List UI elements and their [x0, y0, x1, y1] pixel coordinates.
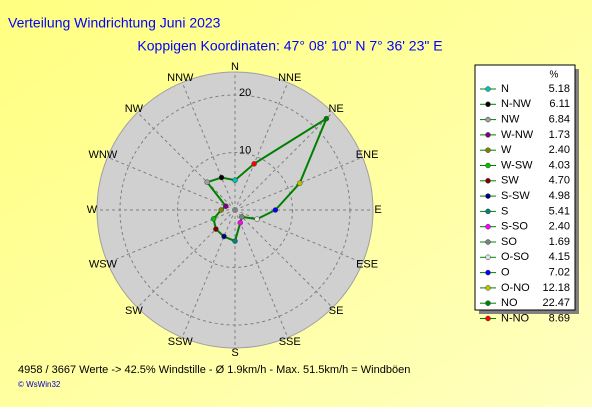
legend-name: W-SW [501, 159, 533, 171]
wind-point [232, 238, 238, 244]
direction-label: SSW [168, 336, 194, 348]
title: Verteilung Windrichtung Juni 2023 [8, 15, 221, 31]
wind-point [323, 115, 330, 122]
legend-name: SW [501, 175, 519, 187]
wind-point [218, 174, 225, 181]
legend-marker [485, 269, 491, 276]
legend-value: 12.18 [542, 282, 570, 294]
r-tick-label: 10 [239, 144, 251, 156]
legend-header: % [550, 70, 559, 81]
legend-name: O-NO [501, 282, 530, 294]
copyright: © WsWin32 [18, 380, 61, 389]
direction-label: SW [125, 305, 143, 317]
spoke [181, 209, 236, 338]
wind-point [254, 216, 260, 222]
direction-label: WNW [89, 149, 118, 161]
wind-point [239, 214, 245, 220]
legend-value: 1.73 [549, 129, 570, 141]
legend-marker [485, 101, 491, 108]
legend-marker [485, 116, 491, 123]
legend-value: 4.70 [549, 175, 570, 187]
legend-value: 4.15 [549, 251, 570, 263]
legend-box [474, 64, 576, 311]
legend-name: SO [501, 236, 517, 248]
legend-value: 2.40 [549, 221, 570, 233]
legend-marker [485, 162, 491, 169]
wind-point [223, 203, 229, 209]
spoke [181, 82, 236, 211]
grid-ring [177, 152, 293, 268]
wind-point [272, 207, 279, 213]
direction-label: SE [329, 305, 344, 317]
legend-marker [485, 285, 491, 291]
legend-name: S-SO [501, 221, 528, 233]
wind-point [232, 177, 238, 183]
legend-name: S [501, 205, 508, 217]
legend-marker [485, 86, 491, 92]
spoke [234, 209, 289, 338]
legend-name: W-NW [501, 129, 534, 141]
legend-value: 8.69 [549, 312, 570, 324]
legend-name: NO [501, 297, 518, 309]
footer: 4958 / 3667 Werte -> 42.5% Windstille - … [18, 364, 410, 376]
legend-marker [485, 254, 491, 261]
direction-label: ENE [356, 149, 379, 161]
legend-name: O [501, 267, 510, 279]
wind-point [218, 207, 224, 213]
direction-label: SSE [279, 336, 301, 348]
legend-value: 6.11 [549, 98, 570, 110]
legend-marker [485, 300, 491, 306]
wind-point [221, 233, 227, 240]
legend-value: 22.47 [542, 297, 570, 309]
spoke [234, 82, 289, 211]
legend-marker [485, 208, 491, 215]
legend-name: NW [501, 114, 520, 126]
direction-label: E [374, 204, 381, 216]
legend-name: O-SO [501, 251, 530, 263]
legend-marker [485, 193, 491, 199]
legend-name: N-NW [501, 98, 532, 110]
direction-label: WSW [89, 259, 118, 271]
legend-name: N [501, 83, 509, 95]
legend-value: 4.98 [549, 190, 570, 202]
direction-label: NNE [278, 72, 301, 84]
spoke [234, 209, 363, 264]
legend-marker [485, 223, 491, 230]
grid-ring [119, 94, 351, 326]
legend-value: 5.41 [549, 205, 570, 217]
legend-marker [485, 132, 491, 138]
spoke [107, 209, 236, 264]
legend-value: 1.69 [549, 236, 570, 248]
direction-label: NW [125, 103, 144, 115]
legend-marker [485, 147, 491, 153]
legend-name: W [501, 144, 512, 156]
direction-label: N [231, 61, 239, 73]
legend-value: 5.18 [549, 83, 570, 95]
spoke [107, 156, 236, 211]
wind-point [251, 161, 257, 167]
legend-value: 2.40 [549, 144, 570, 156]
wind-point [210, 216, 217, 222]
legend-name: S-SW [501, 190, 530, 202]
direction-label: W [87, 204, 98, 216]
direction-label: S [231, 347, 238, 359]
wind-point [213, 226, 219, 232]
legend-value: 7.02 [549, 267, 570, 279]
wind-point [296, 180, 303, 186]
r-tick-label: 20 [239, 87, 251, 99]
legend-marker [485, 315, 491, 322]
legend-value: 4.03 [549, 159, 570, 171]
legend-marker [485, 239, 491, 245]
legend-marker [485, 178, 491, 184]
legend-name: N-NO [501, 312, 530, 324]
direction-label: NNW [167, 72, 194, 84]
wind-point [237, 219, 244, 226]
wind-point [204, 179, 210, 185]
legend-value: 6.84 [549, 114, 570, 126]
subtitle: Koppigen Koordinaten: 47° 08' 10" N 7° 3… [137, 38, 442, 54]
direction-label: ESE [356, 259, 378, 271]
direction-label: NE [328, 103, 343, 115]
